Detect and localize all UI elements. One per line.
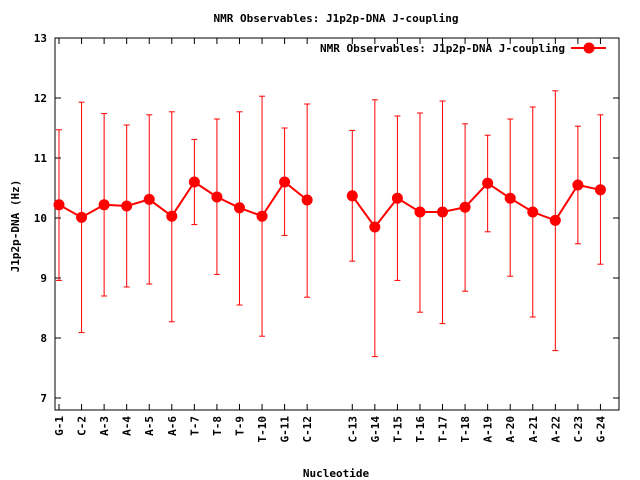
x-tick-label: G-11 <box>279 416 292 443</box>
x-axis-label: Nucleotide <box>303 467 370 480</box>
x-tick-label: A-4 <box>121 416 134 436</box>
x-tick-label: G-14 <box>369 416 382 443</box>
x-tick-label: A-22 <box>549 416 562 443</box>
data-points <box>53 176 606 233</box>
y-tick-label: 11 <box>34 152 48 165</box>
data-point <box>121 200 133 212</box>
data-point <box>391 192 403 204</box>
x-tick-label: G-1 <box>53 416 66 436</box>
legend-swatch-marker <box>583 42 595 54</box>
data-point <box>414 206 426 218</box>
series-lines <box>58 180 601 229</box>
x-tick-label: A-6 <box>166 416 179 436</box>
y-tick-label: 12 <box>34 92 47 105</box>
data-point <box>98 199 110 211</box>
data-point <box>504 192 516 204</box>
series-line <box>351 181 601 229</box>
error-bars <box>56 90 604 358</box>
data-point <box>369 221 381 233</box>
data-point <box>188 176 200 188</box>
data-point <box>527 206 539 218</box>
data-point <box>143 193 155 205</box>
chart-title: NMR Observables: J1p2p-DNA J-coupling <box>213 12 458 25</box>
x-tick-label: G-24 <box>594 416 607 443</box>
data-point <box>572 179 584 191</box>
legend: NMR Observables: J1p2p-DNA J-coupling <box>320 42 606 55</box>
legend-label: NMR Observables: J1p2p-DNA J-coupling <box>320 42 565 55</box>
x-axis: G-1 C-2 A-3 A-4 A-5 A-6 T-7 T-8 T-9 T-10 G-11 C-12 C… <box>53 38 607 443</box>
data-point <box>482 177 494 189</box>
data-point <box>437 206 449 218</box>
y-tick-label: 7 <box>40 392 47 405</box>
x-tick-label: A-20 <box>504 416 517 443</box>
y-tick-label: 13 <box>34 32 47 45</box>
y-tick-label: 8 <box>40 332 47 345</box>
plot-frame <box>54 37 620 411</box>
x-tick-label: C-23 <box>572 416 585 443</box>
x-tick-label: A-3 <box>98 416 111 436</box>
x-tick-label: T-16 <box>414 416 427 443</box>
data-point <box>346 190 358 202</box>
y-axis: 7 8 9 10 11 12 13 <box>34 32 619 405</box>
data-point <box>166 210 178 222</box>
data-point <box>549 214 561 226</box>
data-point <box>53 199 65 211</box>
x-tick-label: T-8 <box>211 416 224 436</box>
x-tick-label: A-5 <box>143 416 156 436</box>
x-tick-label: T-17 <box>437 416 450 443</box>
x-tick-label: A-21 <box>527 416 540 443</box>
x-tick-label: C-12 <box>301 416 314 443</box>
y-tick-label: 9 <box>40 272 47 285</box>
data-point <box>459 201 471 213</box>
y-tick-label: 10 <box>34 212 47 225</box>
x-tick-label: C-2 <box>76 416 89 436</box>
data-point <box>301 194 313 206</box>
data-point <box>256 210 268 222</box>
x-tick-label: T-15 <box>391 416 404 443</box>
data-point <box>233 202 245 214</box>
x-tick-label: T-7 <box>188 416 201 436</box>
data-point <box>279 176 291 188</box>
data-point <box>211 191 223 203</box>
x-tick-label: A-19 <box>482 416 495 443</box>
x-tick-label: T-18 <box>459 416 472 443</box>
y-axis-label: J1p2p-DNA (Hz) <box>9 180 22 273</box>
x-tick-label: T-10 <box>256 416 269 443</box>
x-tick-label: T-9 <box>233 416 246 436</box>
series-line <box>58 180 308 219</box>
x-tick-label: C-13 <box>346 416 359 443</box>
data-point <box>76 211 88 223</box>
data-point <box>594 184 606 196</box>
